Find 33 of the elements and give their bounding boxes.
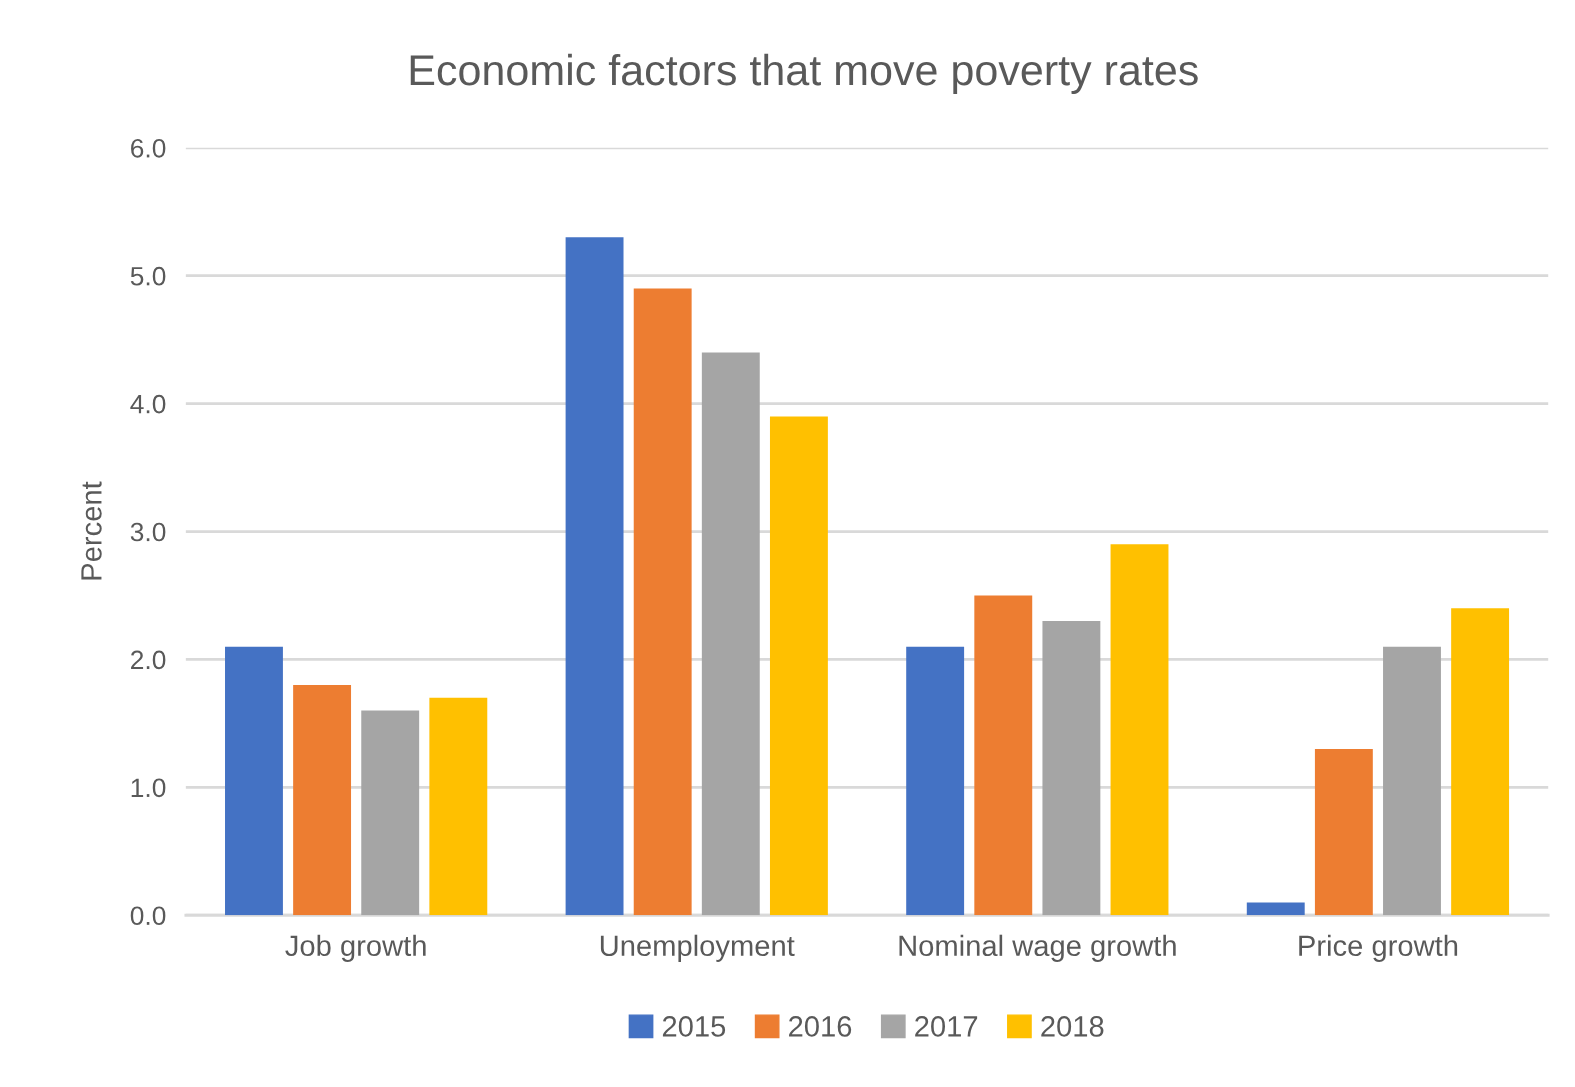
legend-label: 2017 bbox=[915, 1016, 978, 1037]
bar bbox=[361, 710, 420, 916]
chart-title: Economic factors that move poverty rates bbox=[410, 53, 1198, 94]
bar bbox=[1451, 608, 1510, 916]
y-tick-label: 4.0 bbox=[130, 394, 166, 414]
bar bbox=[769, 416, 828, 916]
bar bbox=[1246, 902, 1305, 916]
y-tick-label: 0.0 bbox=[130, 906, 166, 926]
bar bbox=[701, 352, 760, 916]
bar bbox=[1314, 748, 1373, 916]
bar bbox=[429, 697, 488, 916]
x-tick-label: Unemployment bbox=[600, 934, 795, 962]
bar bbox=[1110, 544, 1169, 916]
legend-label: 2018 bbox=[1041, 1016, 1104, 1037]
y-tick-label: 2.0 bbox=[131, 650, 166, 670]
y-tick-label: 3.0 bbox=[130, 522, 166, 542]
bar bbox=[633, 288, 692, 916]
bar bbox=[1383, 646, 1441, 916]
bar bbox=[565, 237, 624, 916]
bar bbox=[906, 646, 965, 916]
x-tick-label: Job growth bbox=[285, 934, 426, 962]
legend-label: 2015 bbox=[662, 1016, 726, 1037]
legend-label: 2016 bbox=[789, 1016, 852, 1037]
x-tick-label: Price growth bbox=[1299, 934, 1458, 962]
bar bbox=[974, 595, 1033, 916]
y-tick-label: 5.0 bbox=[130, 266, 166, 286]
y-axis-title: Percent bbox=[81, 481, 102, 580]
bar bbox=[1042, 621, 1101, 916]
y-tick-label: 6.0 bbox=[131, 138, 166, 158]
y-tick-label: 1.0 bbox=[131, 778, 166, 798]
bar bbox=[293, 685, 352, 916]
x-tick-label: Nominal wage growth bbox=[899, 934, 1176, 962]
bar bbox=[225, 646, 283, 916]
